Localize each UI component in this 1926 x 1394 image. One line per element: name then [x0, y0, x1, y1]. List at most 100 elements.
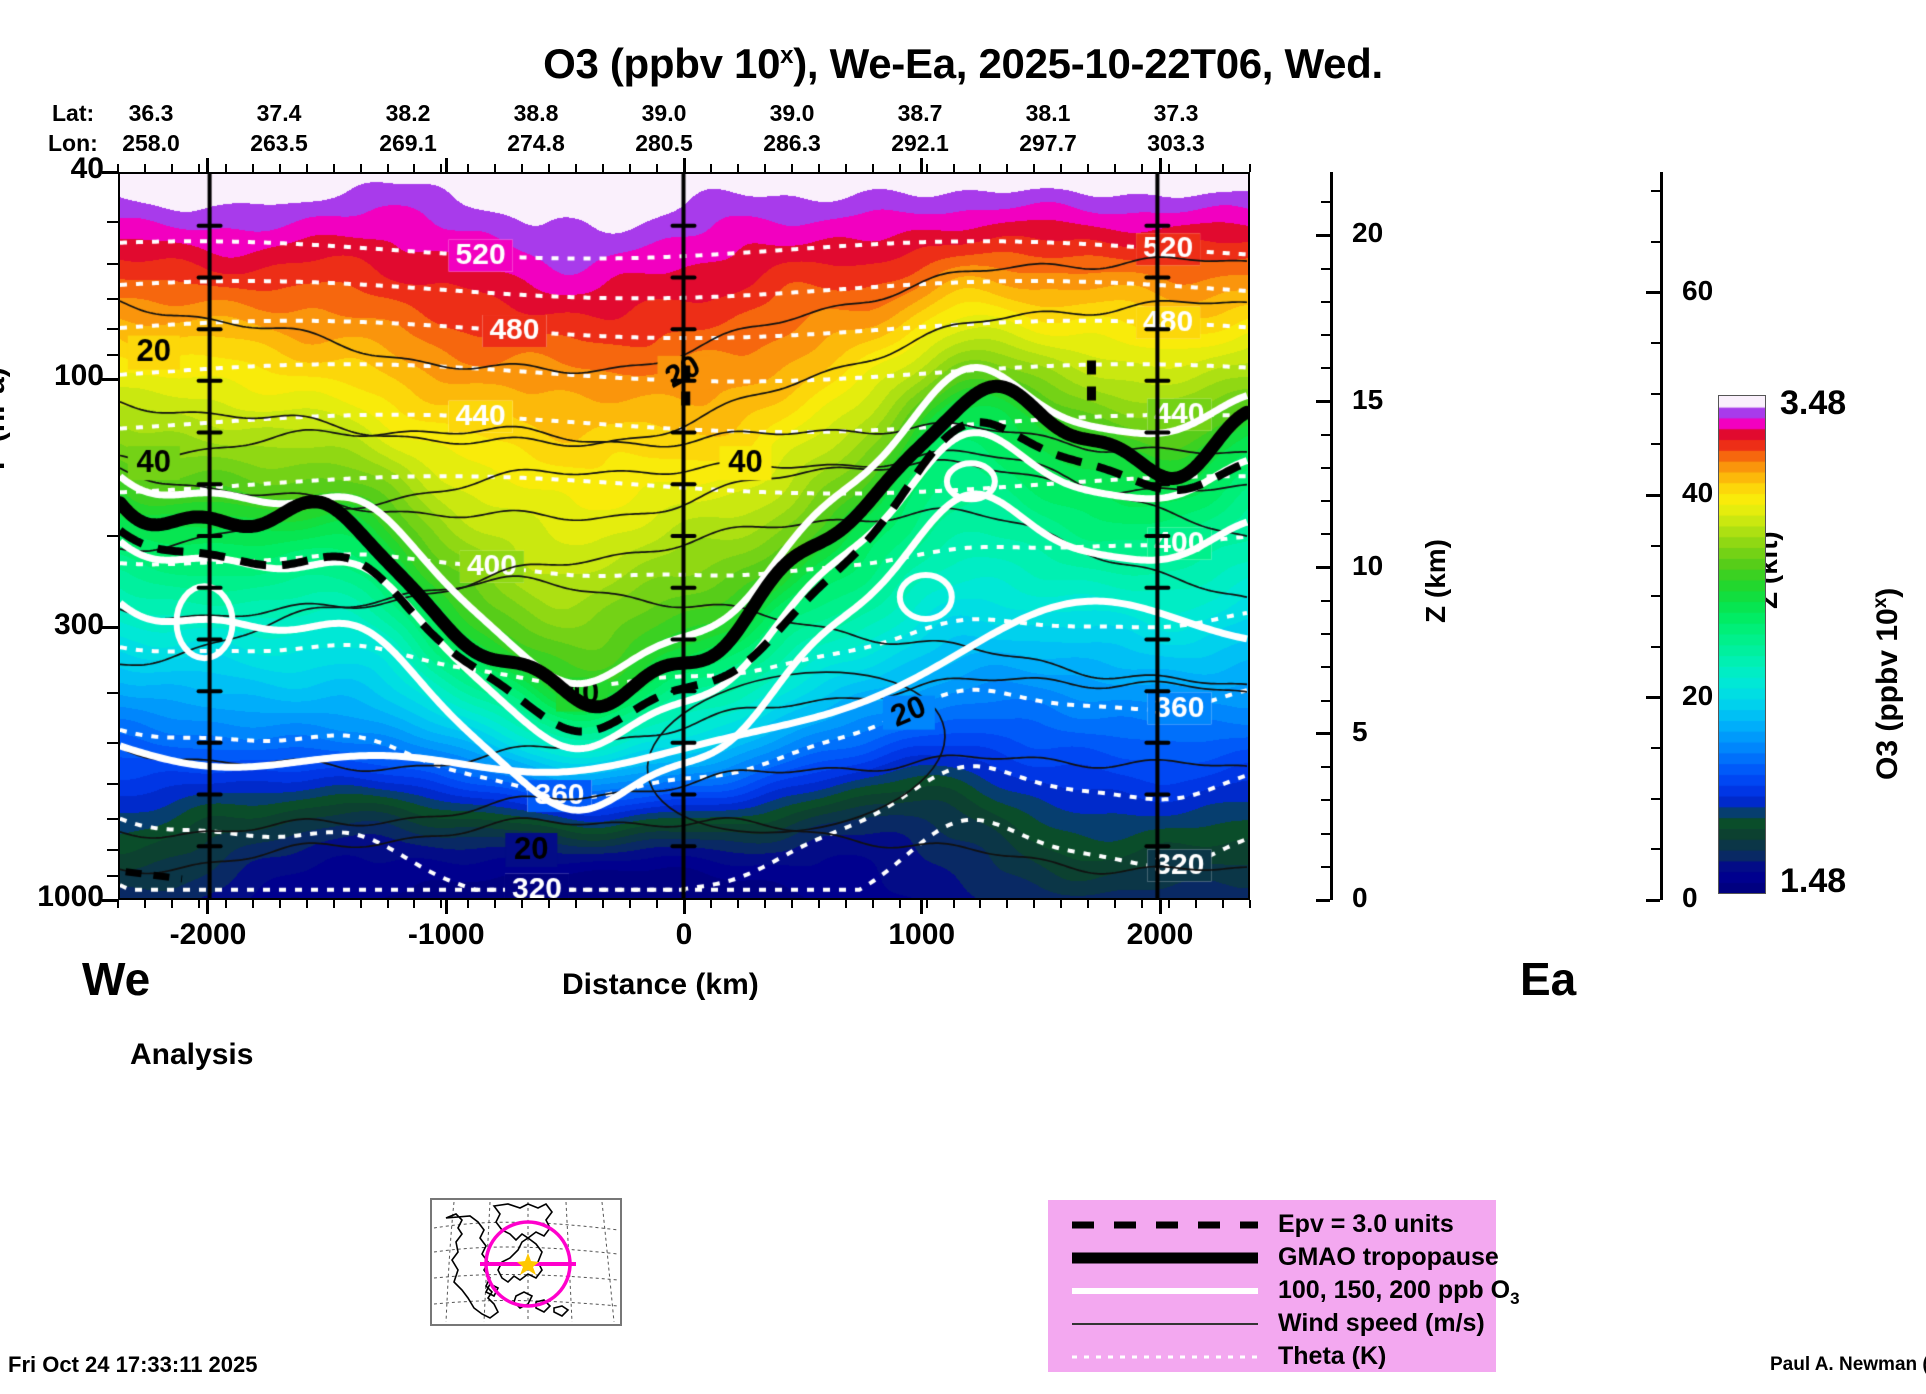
x-axis-minor-tick-top — [143, 164, 146, 172]
x-axis-minor-tick — [979, 900, 982, 908]
lon-value: 297.7 — [1019, 130, 1077, 156]
ozone-heatmap-canvas — [120, 174, 1248, 898]
x-axis-minor-tick — [1060, 900, 1063, 908]
x-axis-minor-tick-top — [1114, 164, 1117, 172]
x-axis-minor-tick — [117, 900, 119, 908]
x-axis-minor-tick — [602, 900, 605, 908]
x-axis-minor-tick — [683, 900, 685, 908]
z-km-minor-tick — [1321, 899, 1330, 901]
x-axis-minor-tick — [1168, 900, 1171, 908]
y-axis-tick-label: 1000 — [37, 880, 104, 913]
x-axis-minor-tick-top — [871, 164, 874, 172]
x-axis-minor-tick — [1033, 900, 1036, 908]
x-axis-tick-label: 0 — [675, 918, 693, 951]
x-axis-minor-tick-top — [898, 164, 901, 172]
x-axis-minor-tick-top — [1141, 164, 1144, 172]
x-axis-minor-tick-top — [1060, 164, 1063, 172]
z-km-minor-tick — [1321, 466, 1330, 469]
x-axis-minor-tick-top — [1006, 164, 1009, 172]
colorbar-max-label: 3.48 — [1780, 384, 1847, 422]
x-axis-minor-tick-top — [224, 164, 227, 172]
x-axis-minor-tick-top — [1168, 164, 1171, 172]
x-axis-minor-tick-top — [683, 164, 685, 172]
legend-item: Theta (K) — [1048, 1340, 1496, 1374]
x-axis-minor-tick-top — [844, 164, 847, 172]
z-km-minor-tick — [1321, 334, 1330, 337]
legend-item: Wind speed (m/s) — [1048, 1307, 1496, 1341]
z-km-minor-tick — [1321, 400, 1330, 403]
lon-value: 303.3 — [1147, 130, 1205, 156]
latitude-row: Lat: 36.3 37.4 38.2 38.8 39.0 39.0 38.7 38.1 37.3 — [0, 100, 1926, 128]
z-km-minor-tick — [1321, 599, 1330, 602]
legend-label: Wind speed (m/s) — [1278, 1309, 1485, 1337]
z-kft-minor-tick — [1651, 848, 1660, 851]
z-km-minor-tick — [1321, 666, 1330, 669]
plot-canvas-wrapper — [120, 174, 1248, 898]
y-axis-minor-tick — [107, 262, 118, 265]
lon-value: 263.5 — [250, 130, 308, 156]
y-axis-minor-tick — [107, 327, 118, 330]
x-axis-minor-tick-top — [494, 164, 497, 172]
x-axis-minor-tick — [359, 900, 362, 908]
x-axis-minor-tick — [251, 900, 254, 908]
z-kft-minor-tick — [1651, 645, 1660, 648]
x-axis-minor-tick — [898, 900, 901, 908]
x-axis-tick-label: -1000 — [407, 918, 485, 951]
lon-label: Lon: — [48, 130, 98, 156]
x-axis-minor-tick-top — [197, 164, 200, 172]
z-kft-minor-tick — [1651, 595, 1660, 598]
y-axis-minor-tick — [107, 875, 118, 878]
y-axis-major-tick — [102, 170, 118, 174]
lat-value: 36.3 — [128, 100, 174, 126]
x-axis-minor-tick — [1087, 900, 1090, 908]
x-axis-minor-tick — [467, 900, 470, 908]
x-axis-minor-tick — [844, 900, 847, 908]
z-km-minor-tick — [1321, 300, 1330, 303]
z-kft-tick-label: 60 — [1682, 274, 1714, 306]
y-axis-minor-tick — [107, 221, 118, 224]
colorbar-title: O3 (ppbv 10x) — [1870, 588, 1905, 780]
x-axis-minor-tick — [143, 900, 146, 908]
x-axis-minor-tick — [1249, 900, 1251, 908]
y-axis-major-tick — [102, 377, 118, 381]
z-km-tick-label: 10 — [1352, 549, 1384, 581]
author-credit: Paul A. Newman (NASA — [1770, 1354, 1926, 1375]
x-axis-tick-label: 1000 — [888, 918, 956, 951]
x-axis-major-tick — [206, 900, 210, 914]
x-axis-minor-tick-top — [575, 164, 578, 172]
x-axis-minor-tick-top — [251, 164, 254, 172]
x-axis-minor-tick — [170, 900, 173, 908]
lat-value: 38.8 — [513, 100, 559, 126]
z-km-axis-title: Z (km) — [1420, 539, 1451, 624]
x-axis-minor-tick — [925, 900, 928, 908]
lon-value: 292.1 — [891, 130, 949, 156]
x-axis-minor-tick — [1114, 900, 1117, 908]
x-axis-minor-tick-top — [1033, 164, 1036, 172]
x-axis-minor-tick — [763, 900, 766, 908]
z-km-minor-tick — [1321, 699, 1330, 702]
title-suffix: ), We-Ea, 2025-10-22T06, Wed. — [793, 40, 1383, 87]
x-axis-minor-tick-top — [117, 164, 119, 172]
x-axis-minor-tick — [736, 900, 739, 908]
x-axis-minor-tick-top — [790, 164, 793, 172]
x-axis-title: Distance (km) — [562, 968, 759, 1001]
x-axis-minor-tick — [278, 900, 281, 908]
z-km-tick-label: 20 — [1352, 217, 1384, 249]
x-axis-minor-tick-top — [736, 164, 739, 172]
z-km-tick-label: 0 — [1352, 882, 1368, 913]
x-axis-minor-tick-top — [278, 164, 281, 172]
legend-item: Epv = 3.0 units — [1048, 1208, 1496, 1242]
z-km-minor-tick — [1321, 500, 1330, 503]
z-kft-minor-tick — [1651, 392, 1660, 395]
lon-value: 269.1 — [379, 130, 437, 156]
y-axis-minor-tick — [107, 848, 118, 851]
analysis-label: Analysis — [130, 1038, 254, 1071]
x-axis-minor-tick-top — [709, 164, 712, 172]
x-axis-minor-tick-top — [925, 164, 928, 172]
legend-label: GMAO tropopause — [1278, 1243, 1499, 1271]
x-axis-minor-tick-top — [1087, 164, 1090, 172]
legend-item: GMAO tropopause — [1048, 1241, 1499, 1275]
y-axis-minor-tick — [107, 535, 118, 537]
x-axis-major-tick-top — [1158, 158, 1162, 172]
x-axis-minor-tick — [413, 900, 416, 908]
